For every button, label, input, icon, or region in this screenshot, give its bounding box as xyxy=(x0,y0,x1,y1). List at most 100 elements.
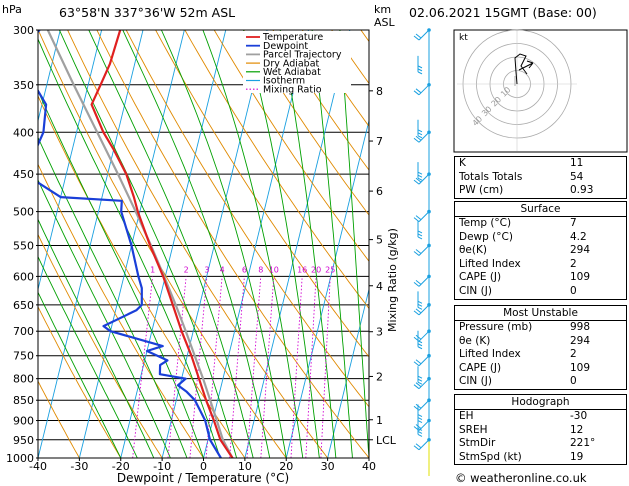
hodograph-unit: kt xyxy=(459,33,468,43)
dry-adiabat xyxy=(184,30,369,310)
mixing-ratio-label: 4 xyxy=(220,265,225,274)
surface-row: Dewp (°C) 4.2 xyxy=(459,230,587,243)
pressure-tick-label: 1000 xyxy=(6,452,34,465)
hodograph-table: Hodograph EH -30 SREH 12 StmDir 221° StmSpd… xyxy=(454,394,627,466)
wet-adiabat xyxy=(311,30,353,458)
wind-barbs xyxy=(413,28,431,476)
legend-background xyxy=(243,31,351,93)
wet-adiabat xyxy=(160,30,287,458)
wet-adiabat xyxy=(279,30,337,458)
wind-barb xyxy=(413,355,430,367)
wet-adiabat xyxy=(202,30,304,458)
hodo-row: SREH 12 xyxy=(459,423,584,436)
temperature-tick-label: 40 xyxy=(362,460,376,473)
wind-barb xyxy=(413,399,430,411)
wind-barb-icon xyxy=(417,330,423,350)
wet-adiabat xyxy=(38,89,204,458)
most-unstable-title: Most Unstable xyxy=(503,307,578,319)
copyright: © weatheronline.co.uk xyxy=(455,471,587,485)
pressure-tick-label: 800 xyxy=(13,373,34,386)
wet-adiabat xyxy=(38,136,188,458)
mixing-ratio-label: 1 xyxy=(150,265,155,274)
wind-barb xyxy=(413,84,430,96)
temperature-tick-label: 30 xyxy=(321,460,335,473)
mixing-ratio-line xyxy=(229,276,245,458)
wind-barb xyxy=(413,439,430,451)
wind-barb xyxy=(413,245,430,256)
mixing-ratio-label: 10 xyxy=(269,265,279,274)
wind-barb-icon xyxy=(417,418,423,437)
mixing-ratio-line xyxy=(167,276,187,458)
mixing-ratio-line xyxy=(305,276,317,458)
index-row: Totals Totals 54 xyxy=(459,170,584,183)
index-row: PW (cm) 0.93 xyxy=(459,184,594,197)
mixing-ratio-line xyxy=(320,276,331,458)
hodograph-table-title: Hodograph xyxy=(511,396,570,408)
legend-entry: Mixing Ratio xyxy=(263,84,322,95)
index-row: K 11 xyxy=(459,157,584,169)
dry-adiabat xyxy=(125,30,369,408)
mu-row: CIN (J) 0 xyxy=(459,375,577,388)
legend-entry: Dewpoint xyxy=(263,41,308,52)
height-tick-label: 1 xyxy=(376,414,383,427)
wet-adiabat xyxy=(88,30,254,458)
dry-adiabat xyxy=(38,30,287,458)
height-unit: km xyxy=(374,3,391,16)
isotherm-line xyxy=(38,30,144,458)
profile-lines xyxy=(38,30,234,458)
legend-entry: Isotherm xyxy=(263,76,305,87)
dry-adiabat xyxy=(38,233,163,458)
mixing-ratio-line xyxy=(205,276,223,458)
surface-row: Lifted Index 2 xyxy=(459,257,577,270)
height-tick-label: 3 xyxy=(376,326,383,339)
isotherm-line xyxy=(285,118,369,458)
wind-barb xyxy=(413,131,430,143)
isotherm-line xyxy=(244,30,351,458)
hodo-row: StmSpd (kt) 19 xyxy=(459,450,584,463)
legend-entry: Temperature xyxy=(262,32,323,43)
mu-row: Lifted Index 2 xyxy=(459,348,577,361)
wet-adiabat xyxy=(38,291,122,458)
pressure-tick-label: 500 xyxy=(13,206,34,219)
height-unit-asl: ASL xyxy=(374,16,396,29)
pressure-tick-label: 300 xyxy=(13,24,34,37)
surface-row: Temp (°C) 7 xyxy=(459,217,577,229)
mixing-ratio-label: 2 xyxy=(184,265,189,274)
wet-adiabat xyxy=(38,255,138,458)
temperature-tick-label: 10 xyxy=(238,460,252,473)
temperature-tick-label: 0 xyxy=(200,460,207,473)
wind-barb-icon xyxy=(417,404,423,424)
legend-entry: Parcel Trajectory xyxy=(263,50,342,61)
dry-adiabat xyxy=(67,30,328,458)
mixing-ratio-label: 6 xyxy=(242,265,247,274)
mixing-ratio-line xyxy=(260,276,275,458)
most-unstable-table: Most Unstable Pressure (mb) 998 θe (K) 294… xyxy=(454,305,627,390)
height-tick-label: 7 xyxy=(376,135,383,148)
mixing-ratio-label: 8 xyxy=(258,265,263,274)
date-title: 02.06.2021 15GMT (Base: 00) xyxy=(409,5,597,20)
mixing-ratio-axis-label: Mixing Ratio (g/kg) xyxy=(386,228,399,332)
wind-barb xyxy=(413,276,430,287)
surface-title: Surface xyxy=(520,203,561,215)
mixing-ratio-label: 16 xyxy=(297,265,307,274)
pressure-tick-label: 400 xyxy=(13,126,34,139)
pressure-tick-label: 550 xyxy=(13,239,34,252)
dry-adiabat xyxy=(272,30,369,171)
surface-row: CIN (J) 0 xyxy=(459,284,577,297)
temperature-line xyxy=(90,30,234,458)
pressure-tick-label: 850 xyxy=(13,394,34,407)
mixing-ratio-label: 25 xyxy=(325,265,335,274)
x-axis-label: Dewpoint / Temperature (°C) xyxy=(117,471,289,485)
height-tick-label: 4 xyxy=(376,280,383,293)
wet-adiabat xyxy=(339,30,369,458)
pressure-unit: hPa xyxy=(2,3,22,16)
mixing-ratio-line xyxy=(290,276,303,458)
wind-barb xyxy=(413,378,430,390)
hodo-row: StmDir 221° xyxy=(459,437,596,450)
height-tick-label: 2 xyxy=(376,370,383,383)
legend-entry: Wet Adiabat xyxy=(263,67,321,78)
wind-barb-icon xyxy=(417,162,423,181)
dry-adiabat xyxy=(96,30,369,458)
dry-adiabat xyxy=(243,30,369,216)
